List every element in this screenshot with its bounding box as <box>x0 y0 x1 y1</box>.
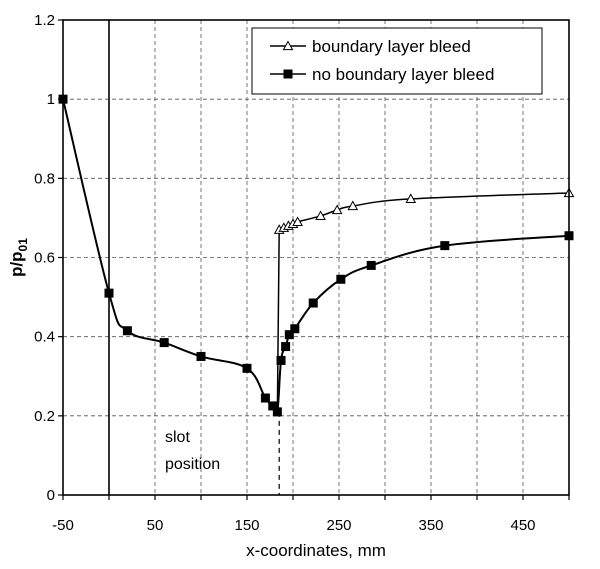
data-point-square <box>242 363 252 373</box>
legend-marker-triangle <box>282 40 294 51</box>
y-axis-label: p/p01 <box>7 238 30 277</box>
y-tick-label: 0 <box>47 487 55 504</box>
data-point-square <box>104 288 114 298</box>
x-tick-label: -50 <box>52 517 74 534</box>
data-point-square <box>122 326 132 336</box>
series-boundary-layer-bleed <box>273 187 575 412</box>
legend-label-no-boundary-layer-bleed: no boundary layer bleed <box>312 65 494 84</box>
y-tick-label: 0.6 <box>34 250 55 267</box>
x-tick-label: 350 <box>418 517 443 534</box>
y-axis-label-main: p/p <box>7 251 26 277</box>
data-point-square <box>281 342 291 352</box>
legend-label-boundary-layer-bleed: boundary layer bleed <box>312 37 471 56</box>
x-tick-label: 50 <box>147 517 164 534</box>
x-tick-label: 250 <box>326 517 351 534</box>
data-point-square <box>159 338 169 348</box>
y-tick-label: 0.8 <box>34 170 55 187</box>
slot-position-line <box>108 20 280 495</box>
data-point-square <box>268 401 278 411</box>
data-point-square <box>272 407 282 417</box>
data-point-square <box>284 330 294 340</box>
y-axis-label-subscript: 01 <box>16 238 30 252</box>
y-tick-label: 1.2 <box>34 12 55 29</box>
data-point-triangle <box>347 200 359 211</box>
data-point-square <box>440 241 450 251</box>
data-point-square <box>276 355 286 365</box>
x-tick-label: 450 <box>510 517 535 534</box>
data-point-square <box>290 324 300 334</box>
grid-lines <box>58 19 570 500</box>
x-tick-label: 150 <box>234 517 259 534</box>
y-tick-label: 0.4 <box>34 329 55 346</box>
data-point-triangle <box>405 193 417 204</box>
slot-position-annotation: slot position <box>165 429 220 473</box>
data-point-triangle <box>331 204 343 215</box>
y-tick-label: 1 <box>47 91 55 108</box>
x-axis-label: x-coordinates, mm <box>246 541 386 560</box>
legend-marker-square <box>283 69 293 79</box>
data-point-square <box>336 274 346 284</box>
series-line-no-bleed <box>62 98 570 416</box>
legend: boundary layer bleed no boundary layer b… <box>251 27 543 95</box>
annotation-line-1: slot <box>165 429 190 446</box>
legend-box <box>251 27 543 95</box>
plot-frame <box>62 19 570 496</box>
legend-item-no-boundary-layer-bleed: no boundary layer bleed <box>270 65 494 84</box>
legend-item-boundary-layer-bleed: boundary layer bleed <box>270 37 471 56</box>
x-tick-labels: -50 50 150 250 350 450 <box>52 517 535 534</box>
data-point-square <box>366 260 376 270</box>
series-line-bleed <box>276 192 570 412</box>
data-point-triangle <box>315 210 326 221</box>
annotation-line-2: position <box>165 456 220 473</box>
data-point-triangle <box>292 216 303 226</box>
data-point-square <box>196 351 206 361</box>
y-tick-labels: 0 0.2 0.4 0.6 0.8 1 1.2 <box>34 12 55 504</box>
data-point-square <box>260 393 270 403</box>
series-no-boundary-layer-bleed <box>58 94 574 417</box>
y-tick-label: 0.2 <box>34 408 55 425</box>
data-point-square <box>308 298 318 308</box>
